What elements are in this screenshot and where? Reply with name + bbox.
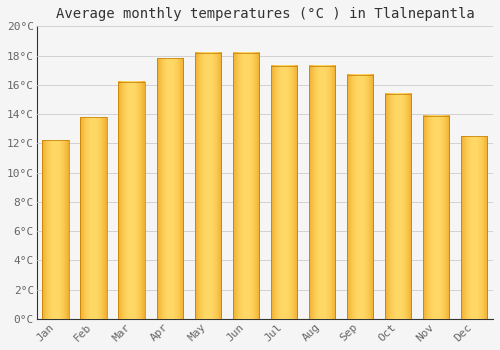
Bar <box>460 136 487 319</box>
Bar <box>308 66 335 319</box>
Bar <box>118 82 145 319</box>
Bar <box>156 58 183 319</box>
Bar <box>346 75 374 319</box>
Title: Average monthly temperatures (°C ) in Tlalnepantla: Average monthly temperatures (°C ) in Tl… <box>56 7 474 21</box>
Bar <box>270 66 297 319</box>
Bar <box>194 52 221 319</box>
Bar <box>232 52 259 319</box>
Bar <box>80 117 107 319</box>
Bar <box>42 140 69 319</box>
Bar <box>422 116 450 319</box>
Bar <box>384 93 411 319</box>
